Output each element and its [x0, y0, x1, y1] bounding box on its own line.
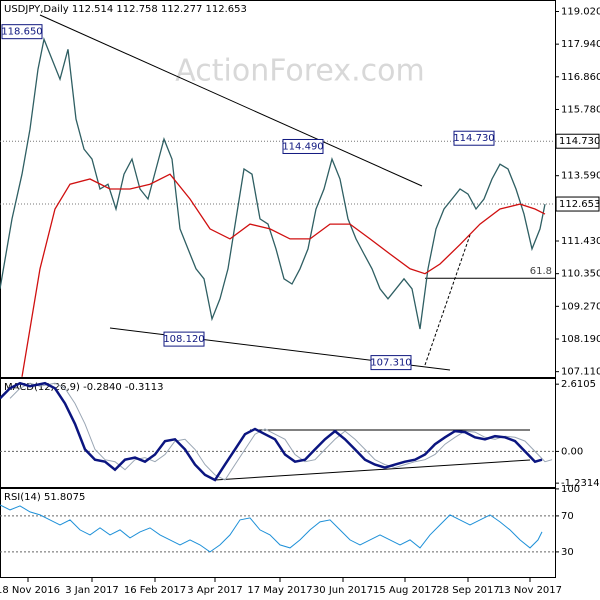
annotation-box: [282, 138, 324, 154]
annotation-box: [163, 331, 205, 347]
annotation: 108.120: [163, 331, 205, 347]
annotation: 107.310: [370, 355, 412, 371]
y-tick-label: 110.350: [561, 269, 600, 280]
x-tick-label: 18 Nov 2016: [0, 585, 60, 596]
trend-line: [214, 459, 531, 481]
price-panel: [0, 0, 556, 378]
rsi-panel: [0, 488, 556, 578]
y-tick-label: 113.590: [561, 171, 600, 182]
annotation-label: 114.730: [453, 133, 494, 144]
x-tick-label: 3 Apr 2017: [187, 585, 242, 596]
y-tick-label: -1.2314: [561, 478, 600, 489]
level-label: 112.653: [559, 199, 600, 210]
y-tick-label: 119.020: [561, 6, 600, 17]
y-tick-label: 116.860: [561, 72, 600, 83]
x-tick-label: 28 Sep 2017: [436, 585, 499, 596]
watermark: ActionForex.com: [175, 54, 424, 89]
y-tick-label: 117.940: [561, 39, 600, 50]
annotation-label: 118.650: [1, 27, 42, 38]
series-line: [21, 173, 546, 377]
annotation: 114.490: [282, 138, 324, 154]
level-box: [555, 133, 600, 149]
y-tick-label: 108.190: [561, 334, 600, 345]
series-line: [0, 37, 546, 330]
annotation: 118.650: [1, 24, 43, 40]
y-tick-label: 100: [561, 484, 580, 495]
annotation-box: [370, 355, 412, 371]
panel-title: RSI(14) 51.8075: [4, 492, 85, 503]
x-tick-label: 15 Aug 2017: [373, 585, 437, 596]
annotation-box: [453, 130, 495, 146]
annotation-label: 108.120: [163, 334, 204, 345]
annotation-label: 107.310: [370, 358, 411, 369]
x-tick-label: 16 Feb 2017: [124, 585, 186, 596]
annotation-label: 114.490: [282, 141, 323, 152]
y-tick-label: 107.110: [561, 367, 600, 378]
series-line: [9, 382, 553, 481]
y-tick-label: 70: [561, 511, 574, 522]
y-tick-label: 115.780: [561, 104, 600, 115]
y-tick-label: 0.00: [561, 446, 583, 457]
panel-title: MACD(12,26,9) -0.2840 -0.3113: [4, 382, 164, 393]
series-line: [0, 381, 543, 482]
macd-panel: [0, 378, 556, 488]
y-tick-label: 111.430: [561, 236, 600, 247]
level-label: 114.730: [559, 136, 600, 147]
series-line: [0, 504, 543, 553]
x-tick-label: 13 Nov 2017: [498, 585, 562, 596]
trend-line: [424, 234, 471, 366]
annotation-box: [1, 24, 43, 40]
y-tick-label: 109.270: [561, 301, 600, 312]
x-tick-label: 17 May 2017: [247, 585, 312, 596]
x-tick-label: 30 Jun 2017: [313, 585, 373, 596]
fib-label: 61.8: [530, 266, 552, 277]
trend-line: [39, 14, 423, 187]
x-tick-label: 3 Jan 2017: [65, 585, 119, 596]
annotation: 114.730: [453, 130, 495, 146]
y-tick-label: 2.6105: [561, 379, 596, 390]
panel-title: USDJPY,Daily 112.514 112.758 112.277 112…: [4, 4, 247, 15]
level-box: [555, 196, 600, 212]
y-tick-label: 30: [561, 547, 574, 558]
